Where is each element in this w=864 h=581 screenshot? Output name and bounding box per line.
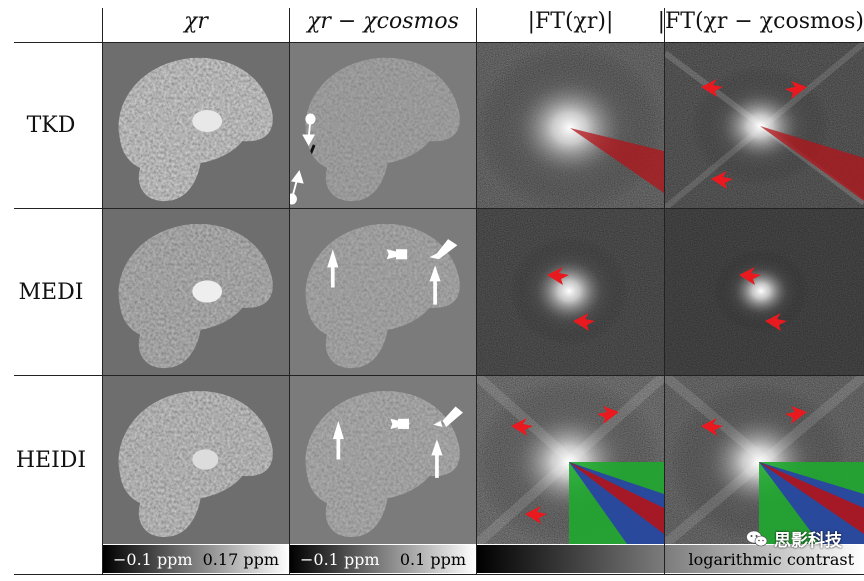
colorbar-chi-r: −0.1 ppm 0.17 ppm <box>103 545 289 573</box>
red-cone <box>570 128 664 193</box>
row-label-heidi: HEIDI <box>15 447 87 473</box>
row-label-medi: MEDI <box>18 279 84 305</box>
wechat-icon <box>746 530 768 546</box>
panel-heidi-chi-r <box>103 376 289 544</box>
panel-heidi-ft-chi-r <box>477 376 664 544</box>
panel-medi-chi-diff <box>290 209 476 375</box>
watermark: 思影科技 <box>746 526 842 551</box>
colorbar-ft-label: logarithmic contrast <box>688 549 854 569</box>
red-arrow-icon <box>701 406 807 436</box>
red-cone <box>760 126 864 201</box>
divider-v3 <box>476 8 477 574</box>
blue-cone <box>759 462 864 544</box>
panel-tkd-chi-diff <box>290 43 476 208</box>
red-arrow-icon <box>739 267 787 331</box>
red-cone <box>759 462 864 534</box>
divider-h2 <box>14 208 864 209</box>
header-ft-chi-diff: |FT(χr − χcosmos)| <box>657 8 864 34</box>
panel-heidi-ft-chi-diff <box>665 376 864 544</box>
red-arrow-icon <box>511 406 619 524</box>
header-ft-chi-r: |FT(χr)| <box>527 8 614 34</box>
white-arrow-icon <box>327 239 458 305</box>
panel-heidi-chi-diff <box>290 376 476 544</box>
divider-v4 <box>664 8 665 574</box>
panel-medi-ft-chi-diff <box>665 209 864 375</box>
white-arrow-icon <box>332 406 463 478</box>
colorbar-ft: logarithmic contrast <box>477 545 864 573</box>
colorbar-chi-r-max: 0.17 ppm <box>202 549 279 569</box>
blue-cone <box>569 462 664 544</box>
watermark-text: 思影科技 <box>774 531 842 551</box>
white-arrow-icon <box>290 113 316 205</box>
red-arrow-icon <box>701 79 807 189</box>
divider-h4 <box>14 574 864 575</box>
colorbar-chi-r-min: −0.1 ppm <box>113 549 193 569</box>
panel-medi-ft-chi-r <box>477 209 664 375</box>
divider-h1 <box>14 42 864 43</box>
red-cone <box>569 462 664 534</box>
colorbar-chi-diff-min: −0.1 ppm <box>300 549 380 569</box>
row-label-tkd: TKD <box>26 113 76 138</box>
colorbar-chi-diff-max: 0.1 ppm <box>399 549 466 569</box>
divider-v1 <box>102 8 103 574</box>
red-arrow-icon <box>547 267 595 331</box>
panel-tkd-ft-chi-diff <box>665 43 864 208</box>
header-chi-diff: χr − χcosmos <box>307 8 459 34</box>
divider-h3 <box>14 375 864 376</box>
header-chi-r: χr <box>184 8 208 34</box>
panel-tkd-ft-chi-r <box>477 43 664 208</box>
divider-v2 <box>289 8 290 574</box>
panel-medi-chi-r <box>103 209 289 375</box>
panel-tkd-chi-r <box>103 43 289 208</box>
colorbar-chi-diff: −0.1 ppm 0.1 ppm <box>290 545 476 573</box>
